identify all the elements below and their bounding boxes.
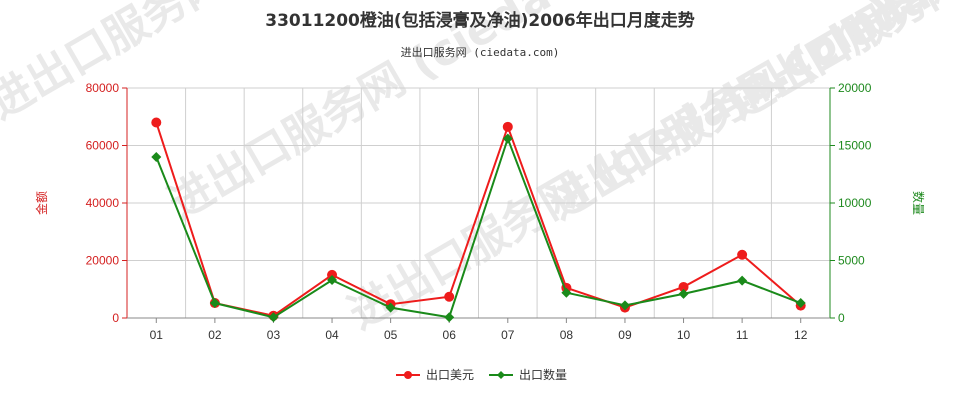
x-tick-label: 01	[150, 328, 164, 342]
legend-label: 出口数量	[519, 367, 567, 382]
x-tick-label: 05	[384, 328, 398, 342]
data-point-export-quantity	[737, 275, 748, 286]
y-tick-right-label: 10000	[838, 196, 872, 210]
data-point-export-quantity	[502, 133, 513, 144]
data-point-export-quantity	[327, 275, 338, 286]
y-tick-left-label: 40000	[86, 196, 120, 210]
y-tick-right-label: 20000	[838, 81, 872, 95]
x-tick-label: 11	[736, 328, 749, 342]
y-axis-right-label: 数量	[911, 191, 926, 215]
legend-marker-circle	[404, 371, 412, 379]
x-tick-label: 02	[208, 328, 222, 342]
y-tick-right-label: 5000	[838, 254, 865, 268]
legend-label: 出口美元	[426, 368, 474, 382]
legend[interactable]: 出口美元 出口数量	[396, 367, 567, 382]
y-tick-right-label: 0	[838, 311, 845, 325]
legend-marker-diamond	[497, 371, 505, 379]
data-point-export-usd	[327, 269, 338, 280]
watermark-text: 进出口服务网 (ciedata.com)	[720, 0, 960, 130]
y-tick-right-label: 15000	[838, 139, 872, 153]
series-layer	[151, 117, 806, 323]
data-point-export-quantity	[444, 312, 455, 323]
data-point-export-quantity	[151, 152, 162, 162]
x-tick-label: 08	[560, 328, 574, 342]
series-line-export-quantity	[155, 135, 802, 319]
data-point-export-quantity	[209, 298, 220, 309]
chart-subtitle: 进出口服务网 (ciedata.com)	[401, 45, 560, 59]
x-tick-label: 06	[443, 328, 457, 342]
x-tick-label: 03	[267, 328, 281, 342]
data-point-export-quantity	[619, 300, 630, 311]
axes: 0 20000 40000 60000 80000 0 5000 10000 15000 2000…	[86, 81, 872, 342]
data-point-export-quantity	[385, 302, 396, 313]
data-point-export-quantity	[678, 288, 689, 299]
x-tick-label: 07	[501, 328, 515, 342]
y-tick-left-label: 60000	[86, 139, 120, 153]
y-axis-left-label: 金额	[34, 191, 49, 215]
data-point-export-usd	[502, 121, 513, 132]
series-line-export-usd	[155, 122, 802, 317]
data-point-export-quantity	[561, 287, 572, 298]
y-tick-left-label: 0	[112, 311, 119, 325]
data-point-export-quantity	[795, 298, 806, 309]
chart-title: 33011200橙油(包括浸膏及净油)2006年出口月度走势	[265, 10, 694, 31]
data-point-export-usd	[151, 117, 162, 128]
data-point-export-usd	[444, 291, 455, 302]
x-tick-label: 04	[325, 328, 339, 342]
x-tick-label: 09	[618, 328, 632, 342]
data-point-export-usd	[678, 281, 689, 292]
data-point-export-quantity	[268, 312, 279, 323]
x-tick-label: 12	[794, 328, 808, 342]
x-tick-label: 10	[677, 328, 691, 342]
y-tick-left-label: 20000	[86, 254, 120, 268]
y-tick-left-label: 80000	[86, 81, 120, 95]
grid	[126, 87, 831, 319]
data-point-export-usd	[737, 249, 748, 260]
